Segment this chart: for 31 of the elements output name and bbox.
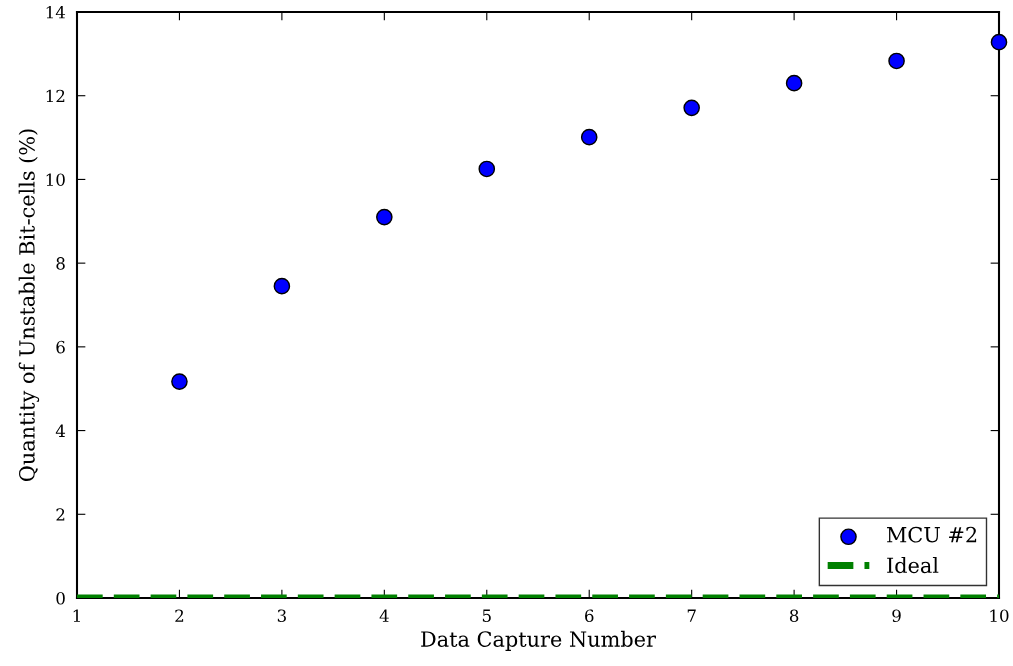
y-tick-label: 14 bbox=[46, 5, 66, 19]
y-tick-label: 12 bbox=[46, 89, 65, 103]
point bbox=[888, 52, 905, 70]
point bbox=[376, 208, 393, 226]
y-tick-label: 2 bbox=[56, 508, 65, 521]
point bbox=[273, 277, 291, 295]
x-tick-label: 8 bbox=[789, 609, 799, 623]
y-tick-label: 8 bbox=[56, 257, 65, 270]
y-tick-label: 6 bbox=[56, 340, 65, 354]
x-tick-label: 5 bbox=[482, 609, 491, 623]
point bbox=[171, 373, 188, 390]
y-axis-title: Quantity of Unstable Bit-cells (%) bbox=[18, 129, 40, 482]
x-tick-label: 7 bbox=[687, 609, 696, 622]
y-tick-label: 4 bbox=[55, 424, 66, 437]
legend-label: MCU #2 bbox=[887, 526, 977, 543]
x-tick-label: 9 bbox=[892, 609, 901, 623]
point bbox=[580, 128, 598, 146]
y-tick-label: 10 bbox=[46, 173, 65, 186]
x-tick-label: 6 bbox=[585, 609, 594, 623]
legend-label: Ideal bbox=[887, 557, 939, 574]
x-tick-label: 2 bbox=[175, 609, 184, 622]
x-tick-label: 10 bbox=[990, 609, 1009, 623]
x-tick-label: 4 bbox=[379, 609, 389, 622]
point bbox=[683, 99, 700, 117]
point bbox=[990, 33, 1008, 51]
point bbox=[785, 74, 803, 92]
point bbox=[478, 160, 496, 178]
x-tick-label: 3 bbox=[277, 609, 286, 623]
x-axis-title: Data Capture Number bbox=[421, 630, 656, 651]
y-tick-label: 0 bbox=[56, 591, 65, 605]
x-tick-label: 1 bbox=[73, 609, 80, 622]
